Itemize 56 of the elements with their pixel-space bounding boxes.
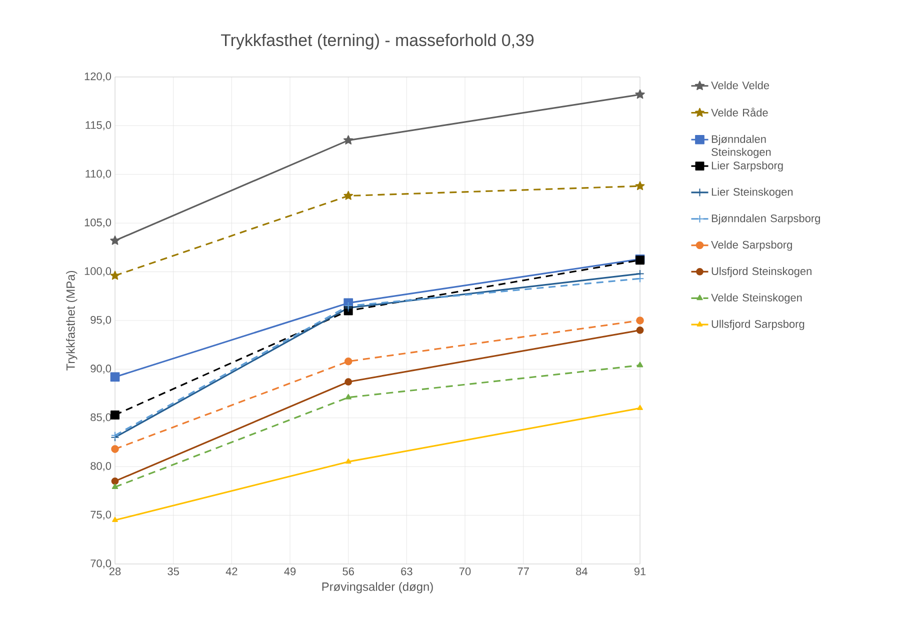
legend-label: Velde Steinskogen [711,293,802,304]
x-tick-label: 70 [459,568,471,576]
point [111,478,119,485]
point [110,270,120,280]
legend-label: Bjønndalen Steinskogen [712,134,771,158]
y-tick-label: 70,0 [90,559,112,569]
y-tick-label: 120,0 [84,72,112,82]
point [110,410,120,420]
point [111,445,119,453]
x-tick-label: 28 [109,568,121,576]
legend-label: Velde Råde [711,108,768,117]
y-tick-label: 85,0 [90,413,112,422]
point [345,458,352,464]
y-tick-label: 75,0 [90,510,112,520]
legend-label: Ullsfjord Sarpsborg [712,320,804,330]
x-tick-label: 35 [168,568,179,576]
y-tick-label: 115,0 [86,121,112,130]
x-tick-label: 56 [342,568,354,576]
x-tick-label: 63 [401,568,412,576]
point [635,181,645,190]
y-tick-label: 90,0 [90,364,112,374]
point [343,135,354,145]
point [636,326,644,334]
point [636,362,644,368]
y-tick-label: 95,0 [90,316,112,326]
legend-label: Lier Steinskogen [712,188,793,198]
legend-label: Velde Sarpsborg [711,240,792,251]
y-tick-label: 105,0 [84,218,112,228]
legend-label: Lier Sarpsborg [712,161,783,172]
point [112,484,118,490]
x-tick-label: 49 [284,568,296,576]
point [344,378,352,386]
x-tick-label: 84 [576,568,588,576]
chart-title: Trykkfasthet (terning) - masseforhold 0,39 [221,34,534,50]
point [112,516,118,522]
point [637,404,643,410]
y-tick-label: 110,0 [86,170,112,179]
legend-label: Bjønndalen Sarpsborg [712,214,820,224]
point [344,358,352,366]
point [344,190,354,200]
point [345,394,352,400]
legend-label: Ulsfjord Steinskogen [712,267,812,278]
y-tick-label: 100,0 [84,267,112,276]
point [344,302,352,310]
legend-label: Velde Velde [711,81,770,90]
y-tick-label: 80,0 [90,462,112,472]
x-tick-label: 77 [518,568,529,576]
x-tick-label: 42 [226,568,238,576]
point [110,236,120,245]
y-axis-title: Trykkfasthet (MPa) [66,270,78,370]
point [636,274,644,283]
point [636,316,644,324]
x-tick-label: 91 [634,568,646,576]
point [635,89,645,99]
x-axis-title: Prøvingsalder (døgn) [322,582,433,594]
point [110,372,120,382]
